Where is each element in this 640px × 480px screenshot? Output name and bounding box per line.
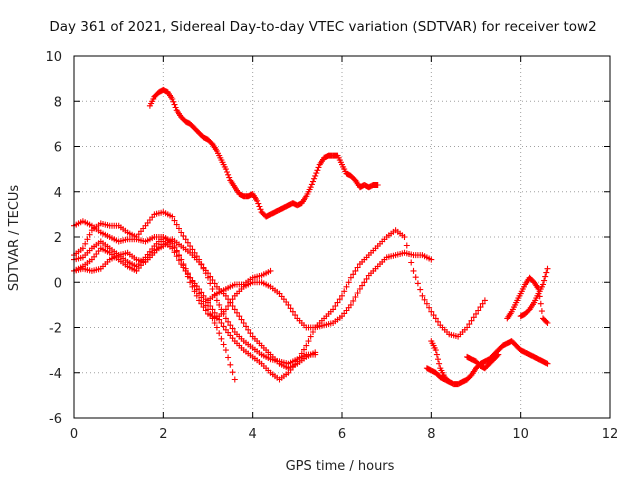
x-tick-label: 12 — [602, 427, 619, 442]
y-tick-label: 2 — [54, 231, 62, 246]
chart-title: Day 361 of 2021, Sidereal Day-to-day VTE… — [49, 19, 596, 35]
series-markers — [423, 365, 453, 385]
y-tick-label: 4 — [54, 186, 62, 201]
y-tick-label: 0 — [54, 276, 62, 291]
series-track-1 — [146, 86, 381, 220]
series-track-10 — [464, 351, 502, 372]
y-tick-label: -2 — [49, 322, 62, 337]
x-tick-label: 2 — [159, 427, 167, 442]
series-markers — [71, 236, 319, 372]
x-tick-label: 10 — [512, 427, 529, 442]
plot-frame — [73, 55, 611, 419]
y-tick-label: 8 — [54, 95, 62, 110]
series-track-8 — [428, 338, 551, 388]
series-track-7 — [205, 267, 274, 304]
x-tick-label: 6 — [338, 427, 346, 442]
x-tick-label: 8 — [427, 427, 435, 442]
series-markers — [146, 86, 381, 220]
x-tick-label: 4 — [249, 427, 257, 442]
y-tick-label: 10 — [45, 50, 62, 65]
series-markers — [205, 267, 274, 304]
y-axis-label: SDTVAR / TECUs — [7, 185, 22, 292]
x-tick-label: 0 — [70, 427, 78, 442]
y-tick-label: 6 — [54, 141, 62, 156]
y-tick-label: -4 — [49, 367, 62, 382]
grid-lines — [74, 56, 610, 418]
y-tick-label: -6 — [49, 412, 62, 427]
series-track-4 — [71, 236, 319, 372]
series-track-9 — [423, 365, 453, 385]
x-axis-label: GPS time / hours — [286, 459, 395, 474]
series-markers — [428, 338, 551, 388]
axis-ticks: 0 2 4 6 8 10 12 -6 -4 -2 0 2 4 6 8 10 — [45, 50, 618, 442]
series-markers — [464, 351, 502, 372]
series-track-12 — [517, 265, 551, 320]
series-markers — [517, 265, 551, 320]
